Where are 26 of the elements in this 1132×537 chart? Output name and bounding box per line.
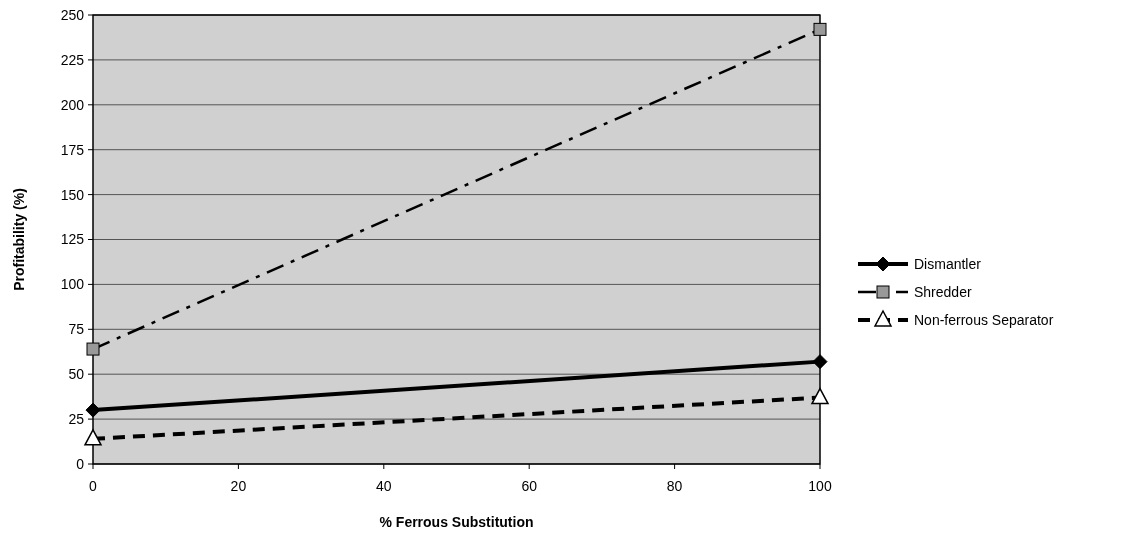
x-tick-label: 100 xyxy=(808,478,832,494)
x-axis-title: % Ferrous Substitution xyxy=(379,514,534,530)
x-tick-label: 0 xyxy=(89,478,98,494)
legend-label: Non-ferrous Separator xyxy=(914,311,1054,328)
y-tick-label: 0 xyxy=(76,455,85,472)
point xyxy=(86,342,100,356)
x-tick-label: 60 xyxy=(521,478,538,494)
y-axis-title: Profitability (%) xyxy=(11,188,27,291)
y-tick-label: 225 xyxy=(60,51,85,68)
y-tick-label: 125 xyxy=(60,231,85,248)
x-tick-label: 20 xyxy=(230,478,247,494)
x-tick-label: 40 xyxy=(376,478,392,494)
y-tick-label: 50 xyxy=(68,366,85,383)
y-tick-label: 25 xyxy=(68,411,85,427)
y-tick-label: 75 xyxy=(68,321,85,338)
point xyxy=(85,402,101,418)
legend-label: Dismantler xyxy=(914,255,982,272)
y-tick-label: 175 xyxy=(60,141,85,158)
legend-label: Shredder xyxy=(914,283,972,300)
y-tick-label: 150 xyxy=(60,186,85,203)
y-tick-label: 200 xyxy=(60,96,85,113)
point xyxy=(812,354,828,370)
x-tick-label: 80 xyxy=(666,478,683,494)
y-tick-label: 250 xyxy=(60,6,85,23)
y-tick-label: 100 xyxy=(60,276,85,293)
point xyxy=(813,22,827,36)
